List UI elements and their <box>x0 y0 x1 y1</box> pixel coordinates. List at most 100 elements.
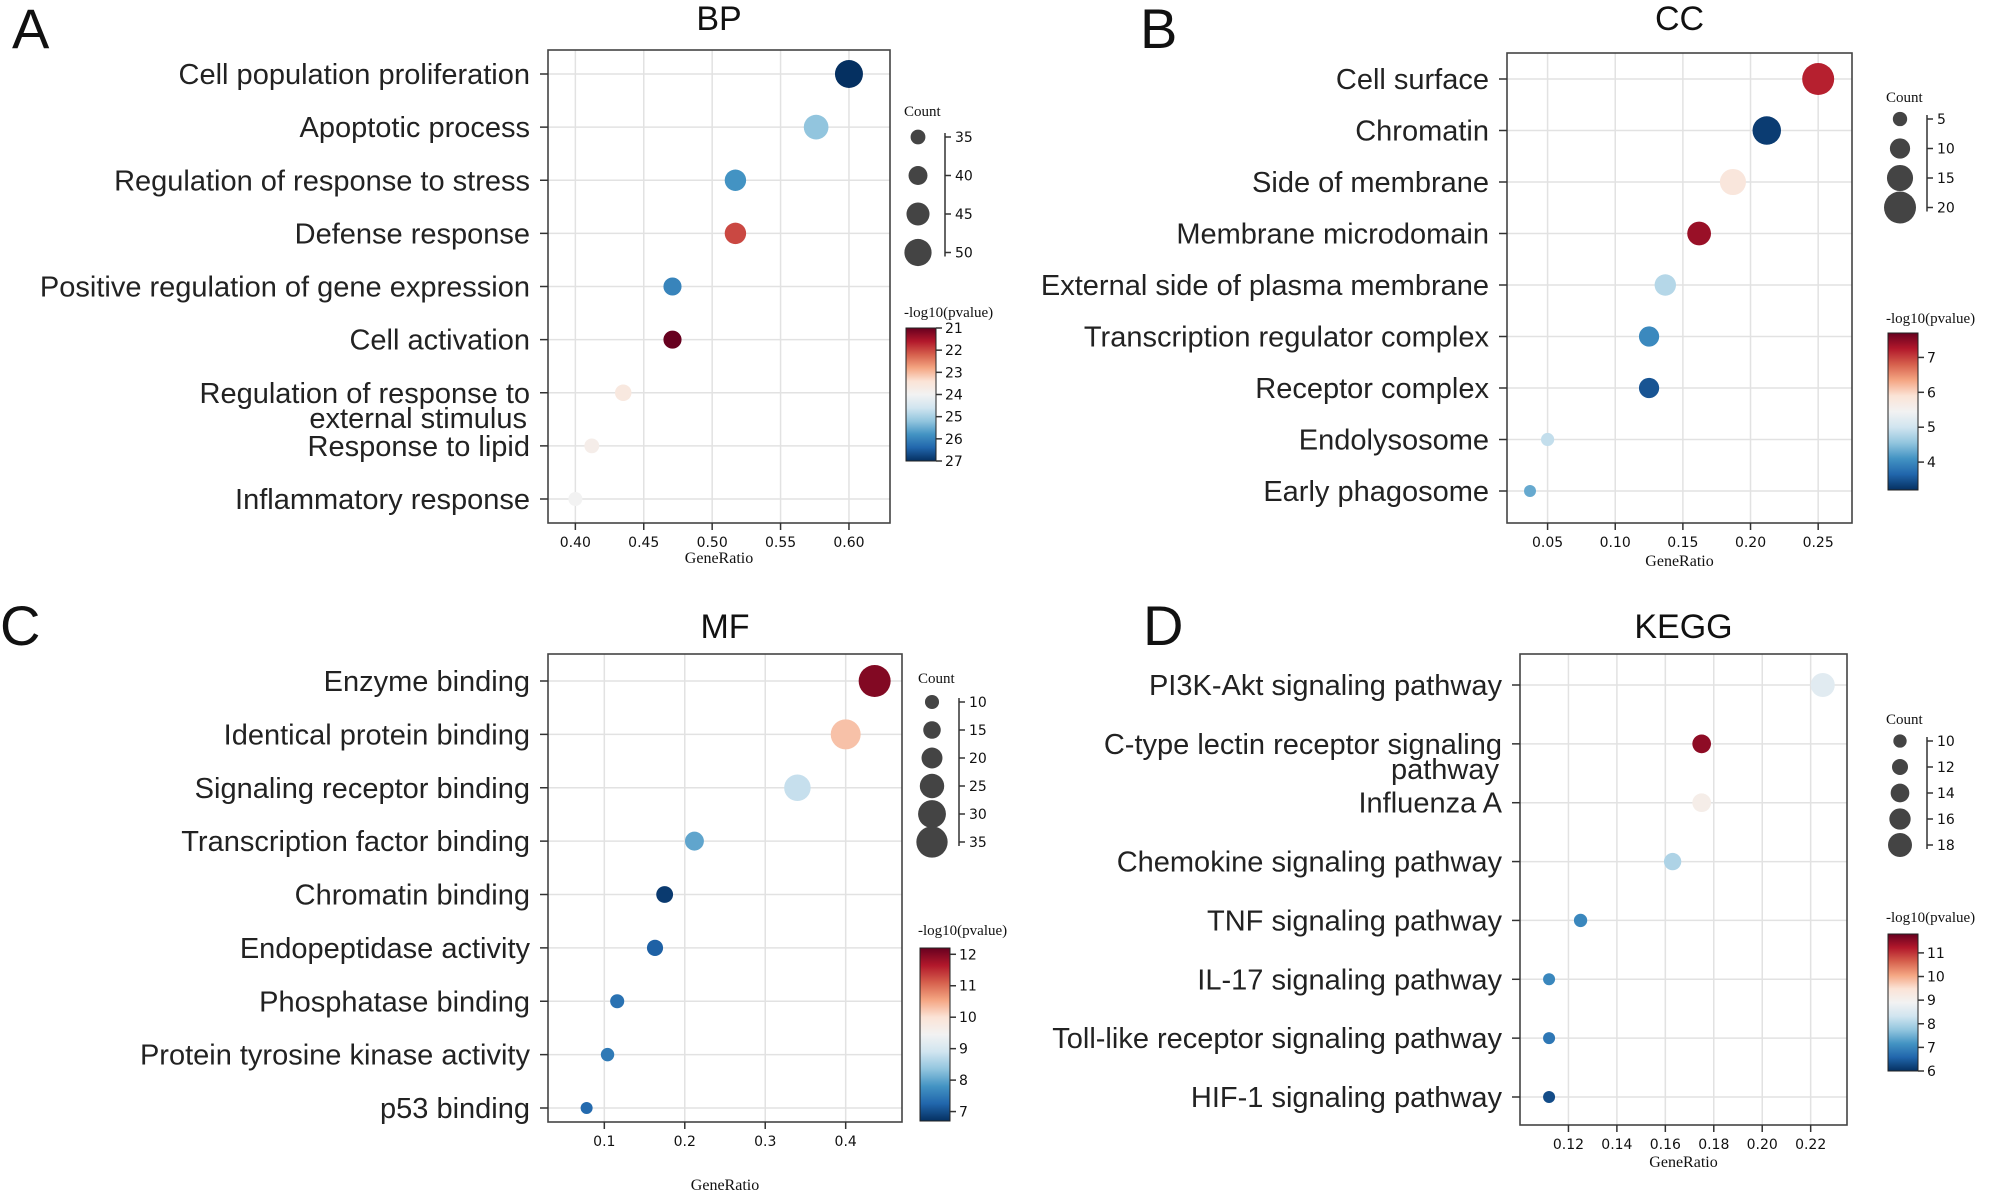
color-bar-label: 21 <box>945 321 963 337</box>
size-legend-dot <box>904 238 932 267</box>
size-legend-label: 25 <box>969 779 987 795</box>
panel-b: B CC 0.05 0.10 0.15 0.20 0.25 GeneRatio Cell sur… <box>1041 0 1975 570</box>
x-axis-label: GeneRatio <box>691 1177 759 1193</box>
panel-letter: D <box>1143 594 1183 657</box>
category-label: Chromatin <box>1355 116 1489 148</box>
plot-frame <box>1506 52 1853 524</box>
category-label: Influenza A <box>1359 788 1503 820</box>
x-tick-label: 0.1 <box>593 1134 615 1150</box>
size-legend-label: 15 <box>969 723 987 739</box>
panel-letter: C <box>0 594 40 657</box>
panel-a: A BP 0.40 0.45 0.50 0.55 0.60 GeneRatio Cell pop… <box>12 0 993 567</box>
category-label: Toll-like receptor signaling pathway <box>1052 1023 1502 1055</box>
category-label: Defense response <box>295 218 530 250</box>
category-label: Endopeptidase activity <box>240 933 531 965</box>
data-point <box>1638 326 1660 347</box>
color-bar <box>919 947 951 1122</box>
color-bar-label: 26 <box>945 432 963 448</box>
data-point <box>568 492 583 506</box>
data-point <box>1638 377 1660 399</box>
category-label: Phosphatase binding <box>259 986 530 1018</box>
size-legend-dot <box>923 721 941 739</box>
size-legend-dot <box>1886 164 1914 192</box>
x-tick-label: 0.12 <box>1553 1137 1584 1153</box>
category-label: Identical protein binding <box>224 719 530 751</box>
color-legend-title: -log10(pvalue) <box>1886 910 1975 926</box>
color-bar-label: 9 <box>1927 993 1936 1009</box>
x-axis-label: GeneRatio <box>1649 1154 1717 1171</box>
x-tick-label: 0.60 <box>833 535 864 551</box>
category-label: Enzyme binding <box>324 666 530 698</box>
plot-frame <box>1519 653 1848 1126</box>
size-legend-label: 12 <box>1937 760 1955 776</box>
x-tick-label: 0.16 <box>1650 1137 1681 1153</box>
x-tick-label: 0.25 <box>1803 535 1834 551</box>
size-legend-label: 10 <box>1937 142 1955 158</box>
category-label: Early phagosome <box>1263 476 1489 508</box>
color-bar-label: 12 <box>959 947 977 963</box>
data-point <box>663 330 682 349</box>
panel-title: CC <box>1655 0 1704 38</box>
x-tick-label: 0.55 <box>765 535 796 551</box>
size-legend-dot <box>910 129 926 145</box>
category-label: Regulation of response to stress <box>114 165 530 197</box>
data-point <box>1810 673 1835 697</box>
category-label: Response to lipid <box>308 431 530 463</box>
data-point <box>1752 116 1781 145</box>
category-label: Side of membrane <box>1252 167 1489 199</box>
size-legend-dot <box>919 773 945 799</box>
x-tick-label: 0.22 <box>1795 1137 1826 1153</box>
size-legend-label: 14 <box>1937 786 1955 802</box>
color-bar <box>1887 933 1919 1072</box>
color-bar-label: 8 <box>959 1073 968 1089</box>
category-label: Apoptotic process <box>299 112 530 144</box>
x-tick-label: 0.18 <box>1698 1137 1729 1153</box>
category-label: TNF signaling pathway <box>1207 905 1502 937</box>
color-legend-title: -log10(pvalue) <box>1886 311 1975 327</box>
category-label: Chromatin binding <box>295 880 530 912</box>
x-tick-label: 0.20 <box>1747 1137 1778 1153</box>
color-bar-label: 27 <box>945 454 963 470</box>
data-point <box>834 60 863 88</box>
size-legend-title: Count <box>1886 712 1924 728</box>
category-label: Inflammatory response <box>235 484 530 516</box>
category-label: Positive regulation of gene expression <box>40 272 530 304</box>
size-legend-label: 10 <box>969 695 987 711</box>
x-tick-label: 0.14 <box>1601 1137 1632 1153</box>
size-legend-label: 40 <box>955 169 973 185</box>
color-bar-label: 11 <box>959 979 977 995</box>
data-point <box>1543 973 1556 986</box>
category-label: IL-17 signaling pathway <box>1197 964 1502 996</box>
data-point <box>600 1047 615 1062</box>
size-legend-label: 15 <box>1937 171 1955 187</box>
data-point <box>1543 1091 1556 1103</box>
data-point <box>858 665 891 697</box>
size-legend-dot <box>908 166 928 185</box>
x-tick-label: 0.15 <box>1667 535 1698 551</box>
data-point <box>580 1102 593 1114</box>
size-legend-dot <box>1890 783 1910 803</box>
category-label: Transcription factor binding <box>181 826 530 858</box>
size-legend-label: 35 <box>969 835 987 851</box>
data-point <box>1802 63 1835 95</box>
color-bar-label: 22 <box>945 343 963 359</box>
size-legend-label: 5 <box>1937 112 1946 128</box>
size-legend-label: 20 <box>1937 201 1955 217</box>
size-legend-label: 16 <box>1937 812 1955 828</box>
category-label: PI3K-Akt signaling pathway <box>1149 670 1503 702</box>
color-bar-label: 7 <box>1927 1040 1936 1056</box>
category-label: HIF-1 signaling pathway <box>1191 1082 1503 1114</box>
color-legend-title: -log10(pvalue) <box>918 923 1007 939</box>
color-bar-label: 23 <box>945 365 963 381</box>
x-tick-label: 0.3 <box>754 1134 776 1150</box>
data-point <box>663 277 682 296</box>
category-label: Cell activation <box>349 325 530 357</box>
size-legend-label: 45 <box>955 207 973 223</box>
size-legend-title: Count <box>918 671 956 687</box>
data-point <box>1524 485 1536 497</box>
panel-title: KEGG <box>1634 608 1732 646</box>
size-legend-dot <box>921 747 943 769</box>
category-label: Transcription regulator complex <box>1084 322 1490 354</box>
plot-frame <box>547 653 903 1123</box>
